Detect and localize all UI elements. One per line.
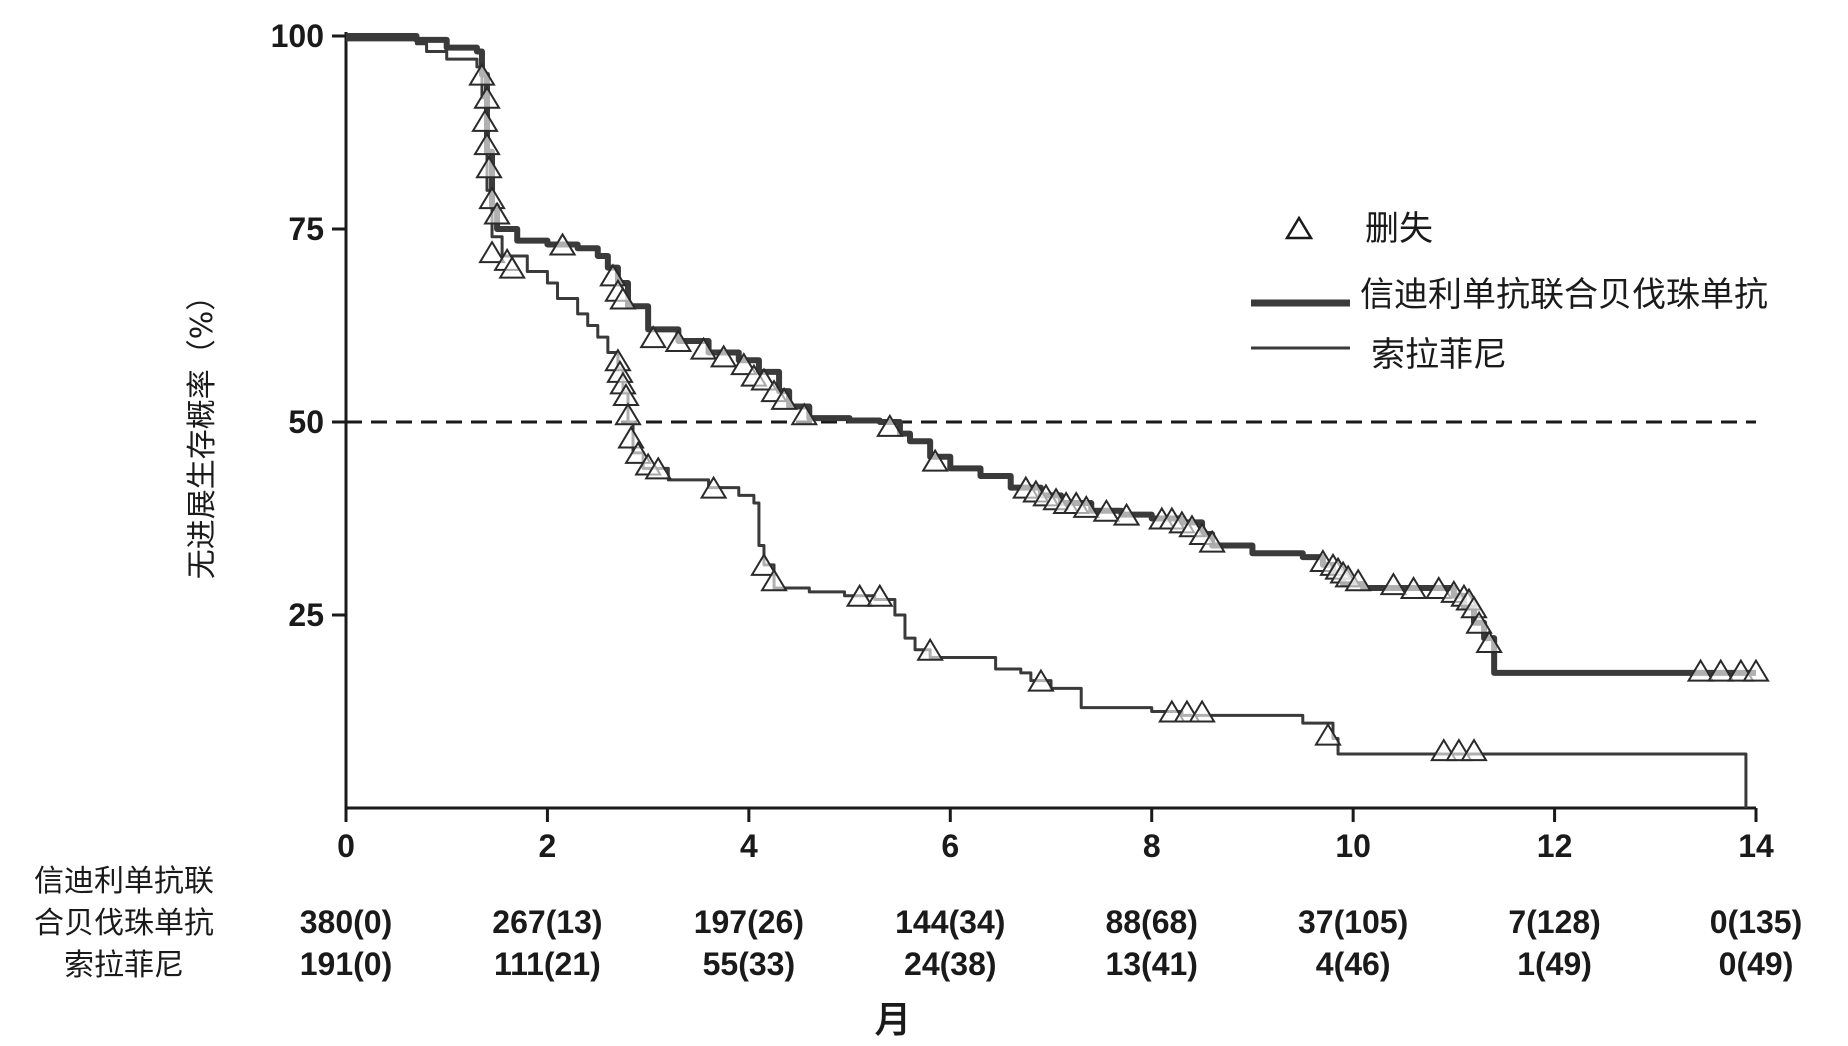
censor-marker: [866, 583, 894, 607]
risk-count: 197(26): [694, 904, 804, 940]
censor-marker: [845, 583, 874, 607]
censor-marker: [750, 367, 778, 391]
censor-marker: [689, 336, 718, 360]
risk-row-1-label-line-1: 信迪利单抗联: [34, 864, 214, 899]
risk-count: 267(13): [492, 904, 602, 940]
censor-marker: [609, 286, 637, 310]
censor-marker: [750, 552, 778, 576]
y-axis-label: 无进展生存概率（%）: [185, 281, 220, 580]
km-curve-series-1: [346, 33, 1756, 676]
censor-marker: [599, 263, 627, 287]
censor-marker: [1706, 658, 1735, 682]
legend: 删失 信迪利单抗联合贝伐珠单抗 索拉菲尼: [1251, 209, 1768, 375]
censor-marker: [498, 255, 526, 279]
risk-count: 111(21): [494, 946, 601, 982]
risk-count: 380(0): [300, 904, 393, 940]
y-tick-label: 75: [288, 211, 324, 247]
censor-marker: [699, 475, 728, 499]
censor-marker: [624, 440, 652, 464]
censor-marker: [475, 155, 503, 179]
censor-marker: [921, 448, 949, 472]
risk-row-1-label-line-2: 合贝伐珠单抗: [34, 906, 214, 941]
axes: 0 2 4 6 8 10 12 14 25 50 75 100: [271, 18, 1774, 864]
risk-count: 0(49): [1719, 946, 1794, 982]
x-tick-label: 6: [941, 828, 959, 864]
risk-count: 37(105): [1298, 904, 1408, 940]
risk-count: 13(41): [1105, 946, 1198, 982]
risk-count: 7(128): [1508, 904, 1601, 940]
y-tick-label: 25: [288, 597, 324, 633]
risk-count: 4(46): [1316, 946, 1391, 982]
risk-values: 380(0) 267(13) 197(26) 144(34) 88(68) 37(105)…: [300, 904, 1803, 982]
x-tick-label: 4: [740, 828, 758, 864]
censor-marker: [483, 201, 511, 225]
censor-marker: [1072, 494, 1101, 518]
x-tick-label: 8: [1143, 828, 1161, 864]
legend-censor-icon: [1284, 215, 1314, 240]
legend-series-1-label: 信迪利单抗联合贝伐珠单抗: [1360, 275, 1768, 315]
risk-count: 191(0): [300, 946, 393, 982]
censor-marker: [473, 132, 501, 156]
censor-marker: [473, 85, 501, 109]
censor-marker: [478, 240, 506, 264]
censor-marker: [916, 637, 944, 661]
x-tick-label: 2: [539, 828, 557, 864]
risk-count: 1(49): [1517, 946, 1592, 982]
y-tick-label: 100: [271, 18, 324, 54]
risk-count: 144(34): [895, 904, 1005, 940]
censor-marker: [1112, 502, 1141, 526]
censor-marker: [1686, 658, 1715, 682]
censor-marker: [1188, 699, 1216, 723]
censor-marker: [1460, 595, 1488, 619]
km-curve-series-2: [346, 38, 1748, 808]
y-tick-label: 50: [288, 404, 324, 440]
censor-marker: [1379, 572, 1408, 596]
x-tick-label: 12: [1537, 828, 1573, 864]
risk-count: 0(135): [1710, 904, 1803, 940]
censor-marker: [1475, 630, 1503, 654]
censor-marker: [639, 325, 667, 349]
censor-marker: [1460, 738, 1488, 762]
censor-marker: [478, 186, 506, 210]
censor-marker: [1198, 529, 1226, 553]
censor-marker: [1742, 658, 1770, 682]
risk-count: 24(38): [904, 946, 997, 982]
censor-marker: [770, 386, 798, 410]
legend-censored-label: 删失: [1365, 209, 1433, 249]
censor-marker: [709, 344, 738, 368]
risk-count: 55(33): [703, 946, 796, 982]
censor-marker: [1344, 568, 1372, 592]
risk-table: 信迪利单抗联 合贝伐珠单抗 索拉菲尼 380(0) 267(13) 197(26) 1…: [34, 864, 1802, 983]
censor-marker: [548, 232, 577, 256]
censor-marker: [1424, 576, 1453, 599]
censor-markers: [468, 62, 1770, 762]
censor-marker: [617, 425, 645, 449]
censor-marker: [760, 568, 788, 592]
censor-marker: [876, 413, 904, 437]
x-axis-label: 月: [875, 1000, 911, 1041]
censor-marker: [1399, 576, 1428, 599]
censor-marker: [790, 402, 819, 426]
censor-marker: [612, 383, 640, 406]
risk-row-2-label: 索拉菲尼: [64, 948, 184, 983]
censor-marker: [1314, 722, 1342, 746]
censor-marker: [471, 108, 499, 132]
legend-series-2-label: 索拉菲尼: [1371, 335, 1507, 375]
censor-marker: [468, 62, 496, 86]
x-tick-label: 14: [1738, 828, 1774, 864]
x-tick-label: 0: [337, 828, 355, 864]
censor-marker: [1092, 498, 1121, 522]
x-tick-label: 10: [1335, 828, 1371, 864]
risk-count: 88(68): [1105, 904, 1198, 940]
censor-marker: [730, 352, 758, 376]
censor-marker: [1027, 668, 1055, 692]
censor-marker: [614, 402, 642, 426]
censor-marker: [1465, 610, 1493, 634]
censor-marker: [664, 328, 693, 352]
censor-marker: [644, 456, 672, 480]
